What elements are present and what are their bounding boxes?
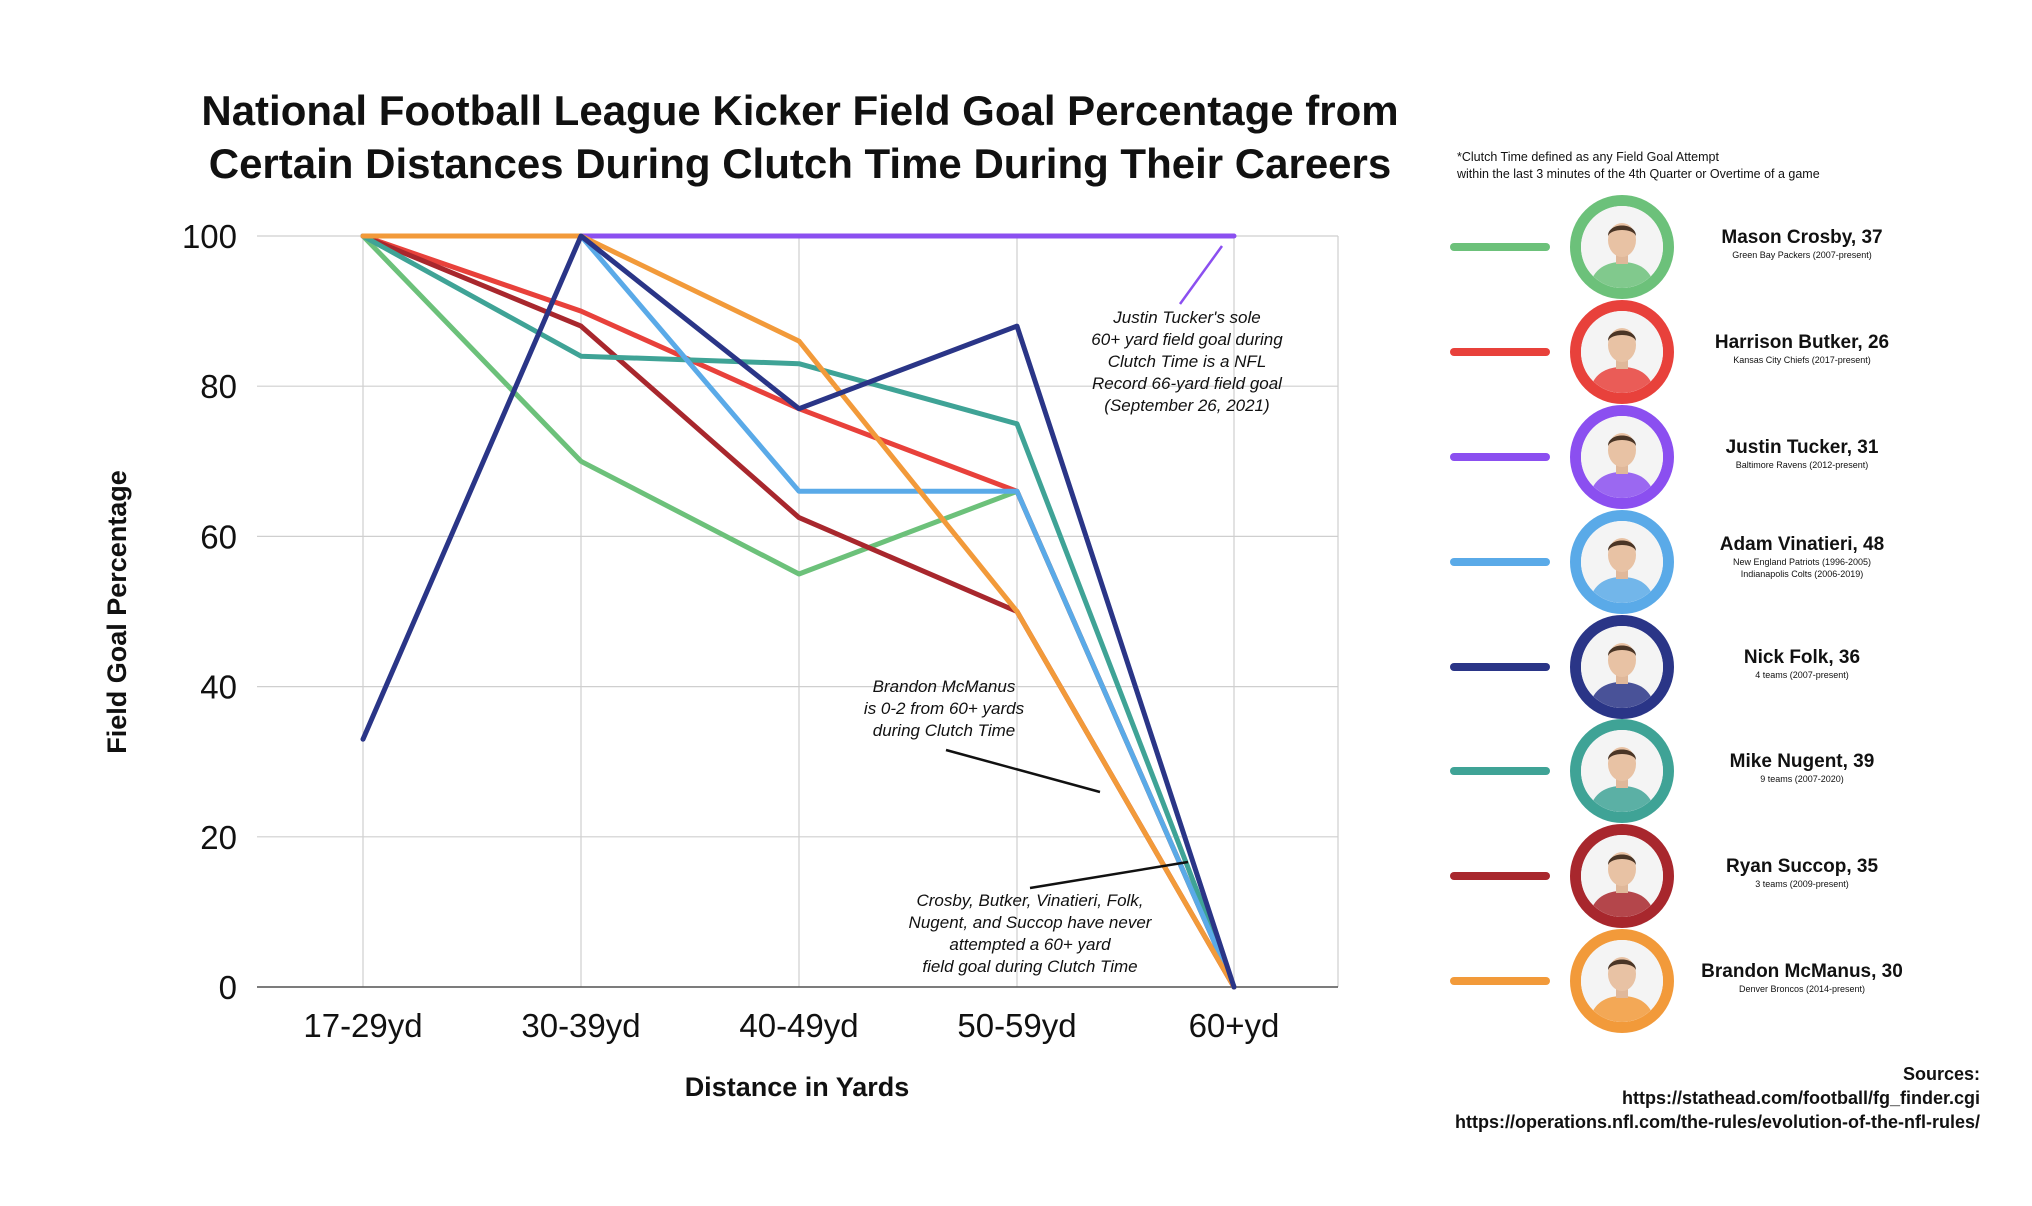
legend-player-name: Ryan Succop, 35	[1725, 856, 1879, 877]
legend-player-team: Indianapolis Colts (2006-2019)	[1740, 569, 1864, 579]
y-tick-label: 100	[182, 218, 237, 255]
footnote-line-1: *Clutch Time defined as any Field Goal A…	[1457, 150, 1719, 164]
legend-swatch	[1450, 767, 1550, 775]
x-tick-label: 60+yd	[1189, 1007, 1280, 1044]
x-axis-label: Distance in Yards	[685, 1072, 910, 1102]
line-chart: 0 20 40 60 80 100 17-29yd 30-39yd 40-49yd 50-59yd…	[102, 218, 1339, 1102]
annotation-pointer	[945, 748, 1101, 794]
legend-item: Adam Vinatieri, 48 New England Patriots (…	[1450, 510, 1930, 614]
series-line	[360, 233, 1237, 990]
legend-item: Harrison Butker, 26 Kansas City Chiefs (2…	[1450, 300, 1930, 404]
annotation-text: Brandon McManus	[873, 677, 1016, 696]
legend-player-name: Mason Crosby, 37	[1721, 227, 1883, 248]
x-tick-label: 40-49yd	[739, 1007, 858, 1044]
annotation-text: 60+ yard field goal during	[1091, 330, 1283, 349]
legend-label: Mike Nugent, 39 9 teams (2007-2020)	[1682, 751, 1922, 785]
legend-player-team: New England Patriots (1996-2005)	[1732, 557, 1872, 567]
legend-swatch	[1450, 453, 1550, 461]
legend-player-team: Kansas City Chiefs (2017-present)	[1733, 355, 1871, 365]
player-headshot-icon	[1570, 824, 1674, 928]
annotation-text: Record 66-yard field goal	[1092, 374, 1283, 393]
player-headshot-icon	[1570, 300, 1674, 404]
legend-item: Ryan Succop, 35 3 teams (2009-present)	[1450, 824, 1930, 928]
series-line	[360, 233, 1237, 990]
legend-label: Adam Vinatieri, 48 New England Patriots (…	[1682, 534, 1922, 580]
chart-title-line-1: National Football League Kicker Field Go…	[201, 87, 1399, 134]
player-headshot-icon	[1570, 929, 1674, 1033]
legend-player-name: Brandon McManus, 30	[1701, 961, 1903, 982]
legend-player-team: 9 teams (2007-2020)	[1760, 774, 1844, 784]
legend-player-name: Mike Nugent, 39	[1729, 751, 1875, 772]
y-tick-label: 40	[200, 669, 237, 706]
legend-swatch	[1450, 872, 1550, 880]
legend-player-team: Baltimore Ravens (2012-present)	[1735, 460, 1869, 470]
legend-player-name: Nick Folk, 36	[1743, 647, 1861, 668]
legend-player-team: Green Bay Packers (2007-present)	[1732, 250, 1872, 260]
legend-item: Nick Folk, 36 4 teams (2007-present)	[1450, 615, 1930, 719]
y-tick-label: 0	[219, 969, 237, 1006]
legend-swatch	[1450, 243, 1550, 251]
player-headshot-icon	[1570, 510, 1674, 614]
x-tick-label: 50-59yd	[957, 1007, 1076, 1044]
chart-title: National Football League Kicker Field Go…	[200, 84, 1400, 190]
annotation-text: Justin Tucker's sole	[1112, 308, 1260, 327]
legend-player-name: Justin Tucker, 31	[1725, 437, 1879, 458]
player-headshot-icon	[1570, 195, 1674, 299]
clutch-time-footnote: *Clutch Time defined as any Field Goal A…	[1457, 149, 1820, 183]
legend-label: Justin Tucker, 31 Baltimore Ravens (2012-…	[1682, 437, 1922, 471]
legend-label: Harrison Butker, 26 Kansas City Chiefs (2…	[1682, 332, 1922, 366]
legend-player-team: 3 teams (2009-present)	[1755, 879, 1849, 889]
legend-label: Nick Folk, 36 4 teams (2007-present)	[1682, 647, 1922, 681]
annotation-text: Crosby, Butker, Vinatieri, Folk,	[916, 891, 1143, 910]
legend-item: Mike Nugent, 39 9 teams (2007-2020)	[1450, 719, 1930, 823]
player-headshot-icon	[1570, 615, 1674, 719]
annotation-text: Clutch Time is a NFL	[1108, 352, 1267, 371]
footnote-line-2: within the last 3 minutes of the 4th Qua…	[1457, 167, 1820, 181]
annotation-text: is 0-2 from 60+ yards	[864, 699, 1025, 718]
chart-title-line-2: Certain Distances During Clutch Time Dur…	[208, 140, 1392, 187]
x-tick-label: 30-39yd	[521, 1007, 640, 1044]
legend-label: Brandon McManus, 30 Denver Broncos (2014-…	[1682, 961, 1922, 995]
player-headshot-icon	[1570, 405, 1674, 509]
x-tick-label: 17-29yd	[303, 1007, 422, 1044]
legend-item: Justin Tucker, 31 Baltimore Ravens (2012-…	[1450, 405, 1930, 509]
annotation-text: attempted a 60+ yard	[949, 935, 1111, 954]
series-line	[360, 233, 1237, 990]
annotation-pointer	[1029, 860, 1189, 890]
legend-swatch	[1450, 977, 1550, 985]
y-tick-label: 80	[200, 368, 237, 405]
annotation-text: (September 26, 2021)	[1104, 396, 1269, 415]
sources: Sources: https://stathead.com/football/f…	[1455, 1062, 1980, 1134]
legend-player-team: 4 teams (2007-present)	[1755, 670, 1849, 680]
legend-swatch	[1450, 558, 1550, 566]
legend-player-name: Adam Vinatieri, 48	[1719, 534, 1885, 555]
annotation-text: field goal during Clutch Time	[922, 957, 1137, 976]
legend-label: Mason Crosby, 37 Green Bay Packers (2007-…	[1682, 227, 1922, 261]
legend-label: Ryan Succop, 35 3 teams (2009-present)	[1682, 856, 1922, 890]
y-tick-label: 20	[200, 819, 237, 856]
legend-swatch	[1450, 663, 1550, 671]
source-link-stathead[interactable]: https://stathead.com/football/fg_finder.…	[1621, 1088, 1980, 1108]
sources-heading: Sources:	[1902, 1064, 1980, 1084]
y-tick-label: 60	[200, 518, 237, 555]
annotation-text: during Clutch Time	[873, 721, 1016, 740]
annotation-pointer	[1178, 245, 1224, 305]
legend-player-team: Denver Broncos (2014-present)	[1738, 984, 1866, 994]
source-link-nfl-rules[interactable]: https://operations.nfl.com/the-rules/evo…	[1455, 1112, 1980, 1132]
y-axis-label: Field Goal Percentage	[102, 470, 132, 754]
legend-player-name: Harrison Butker, 26	[1714, 332, 1890, 353]
legend-swatch	[1450, 348, 1550, 356]
player-headshot-icon	[1570, 719, 1674, 823]
legend-item: Brandon McManus, 30 Denver Broncos (2014-…	[1450, 929, 1930, 1033]
legend-item: Mason Crosby, 37 Green Bay Packers (2007-…	[1450, 195, 1930, 299]
annotation-text: Nugent, and Succop have never	[909, 913, 1153, 932]
